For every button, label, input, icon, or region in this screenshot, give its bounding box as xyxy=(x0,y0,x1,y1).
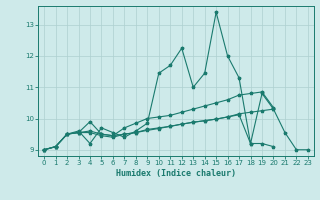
X-axis label: Humidex (Indice chaleur): Humidex (Indice chaleur) xyxy=(116,169,236,178)
